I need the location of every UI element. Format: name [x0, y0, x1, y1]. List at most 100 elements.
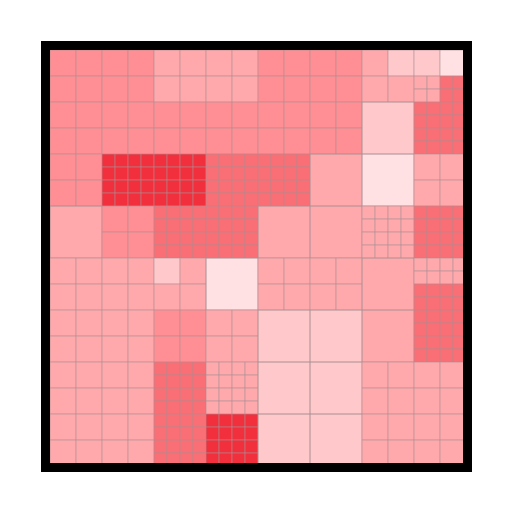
quadtree-cell: [127, 75, 155, 103]
quadtree-cell: [387, 218, 402, 233]
quadtree-cell: [205, 192, 220, 207]
quadtree-cell: [205, 75, 233, 103]
quadtree-cell: [153, 153, 168, 168]
quadtree-cell: [153, 75, 181, 103]
quadtree-cell: [309, 49, 337, 77]
quadtree-cell: [387, 413, 415, 441]
quadtree-cell: [218, 361, 233, 376]
quadtree-cell: [335, 75, 363, 103]
quadtree-cell: [127, 179, 142, 194]
quadtree-cell: [231, 127, 259, 155]
quadtree-cell: [374, 244, 389, 259]
quadtree-cell: [413, 348, 428, 363]
quadtree-cell: [114, 192, 129, 207]
quadtree-cell: [413, 387, 441, 415]
quadtree-cell: [231, 179, 246, 194]
quadtree-cell: [153, 387, 168, 402]
quadtree-cell: [218, 400, 233, 415]
quadtree-cell: [179, 205, 194, 220]
quadtree-cell: [309, 361, 363, 415]
quadtree-cell: [179, 101, 207, 129]
quadtree-cell: [49, 75, 77, 103]
quadtree-cell: [413, 153, 441, 181]
quadtree-cell: [127, 49, 155, 77]
quadtree-cell: [413, 218, 428, 233]
quadtree-cell: [296, 166, 311, 181]
quadtree-cell: [413, 439, 441, 467]
quadtree-cell: [439, 114, 454, 129]
quadtree-cell: [166, 439, 181, 454]
quadtree-cell: [374, 205, 389, 220]
quadtree-cell: [153, 231, 168, 246]
quadtree-cell: [127, 413, 155, 441]
quadtree-cell: [257, 101, 285, 129]
quadtree-cell: [127, 309, 155, 337]
quadtree-cell: [244, 361, 259, 376]
quadtree-cell: [179, 49, 207, 77]
quadtree-cell: [361, 439, 389, 467]
quadtree-cell: [192, 374, 207, 389]
quadtree-cell: [153, 283, 181, 311]
quadtree-cell: [153, 335, 181, 363]
quadtree-cell: [387, 75, 415, 103]
quadtree-cell: [231, 244, 246, 259]
quadtree-cell: [205, 387, 220, 402]
quadtree-cell: [361, 361, 389, 389]
quadtree-cell: [413, 322, 428, 337]
quadtree-cell: [49, 127, 77, 155]
quadtree-cell: [296, 179, 311, 194]
quadtree-cell: [439, 153, 467, 181]
quadtree-cell: [361, 257, 415, 311]
quadtree-cell: [426, 283, 441, 298]
quadtree-cell: [426, 257, 441, 272]
quadtree-cell: [205, 439, 220, 454]
quadtree-cell: [413, 205, 428, 220]
quadtree-cell: [426, 309, 441, 324]
quadtree-cell: [270, 179, 285, 194]
quadtree-cell: [49, 439, 77, 467]
quadtree-cell: [153, 166, 168, 181]
quadtree-cell: [192, 400, 207, 415]
quadtree-cell: [101, 231, 129, 259]
quadtree-cell: [75, 361, 103, 389]
quadtree-cell: [205, 166, 220, 181]
quadtree-cell: [205, 335, 233, 363]
quadtree-cell: [127, 101, 155, 129]
quadtree-cell: [283, 257, 311, 285]
quadtree-cell: [439, 270, 454, 285]
quadtree-cell: [205, 153, 220, 168]
quadtree-cell: [49, 257, 77, 285]
quadtree-cell: [257, 49, 285, 77]
quadtree-cell: [140, 153, 155, 168]
quadtree-cell: [309, 205, 363, 259]
quadtree-cell: [153, 179, 168, 194]
quadtree-cell: [75, 335, 103, 363]
quadtree-cell: [413, 114, 428, 129]
quadtree-cell: [387, 439, 415, 467]
quadtree-cell: [49, 413, 77, 441]
quadtree-cell: [361, 75, 389, 103]
quadtree-cell: [439, 296, 454, 311]
quadtree-cell: [179, 192, 194, 207]
quadtree-cell: [244, 205, 259, 220]
quadtree-cell: [361, 49, 389, 77]
quadtree-cell: [179, 335, 207, 363]
quadtree-cell: [192, 166, 207, 181]
quadtree-cell: [218, 426, 233, 441]
quadtree-cell: [49, 335, 77, 363]
quadtree-cell: [413, 231, 428, 246]
quadtree-cell: [283, 192, 298, 207]
quadtree-cell: [309, 283, 337, 311]
quadtree-cell: [400, 231, 415, 246]
quadtree-cell: [218, 231, 233, 246]
quadtree-cell: [439, 322, 454, 337]
quadtree-cell: [426, 348, 441, 363]
quadtree-cell: [387, 205, 402, 220]
quadtree-cell: [166, 153, 181, 168]
quadtree-cell: [127, 387, 155, 415]
quadtree-cell: [283, 179, 298, 194]
quadtree-cell: [361, 387, 389, 415]
quadtree-cell: [192, 426, 207, 441]
quadtree-cell: [101, 413, 129, 441]
quadtree-cell: [257, 283, 285, 311]
